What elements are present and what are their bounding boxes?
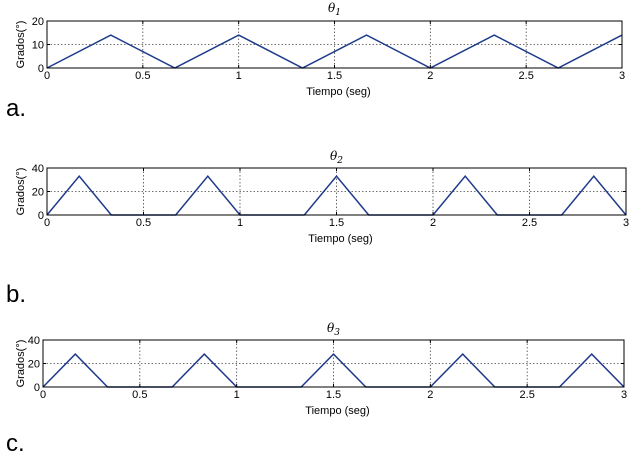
x-tick-label: 1 bbox=[234, 389, 240, 401]
y-tick-label: 20 bbox=[32, 16, 44, 28]
panel-label: b. bbox=[6, 281, 26, 308]
x-tick-label: 0 bbox=[44, 70, 50, 82]
x-tick-label: 1.5 bbox=[329, 217, 344, 229]
x-tick-label: 0.5 bbox=[132, 389, 147, 401]
y-axis-label: Grados(°) bbox=[15, 21, 27, 69]
x-axis-label: Tiempo (seg) bbox=[308, 233, 372, 245]
y-tick-label: 40 bbox=[32, 163, 44, 175]
y-tick-label: 40 bbox=[28, 335, 40, 347]
chart-panel: 0 0.5 1 1.5 2 2.5 3 0 20 40 θ2 Tiempo (seg) Grados(°… bbox=[6, 149, 629, 308]
x-tick-label: 2.5 bbox=[522, 217, 537, 229]
x-tick-label: 2.5 bbox=[520, 389, 535, 401]
y-axis-label: Grados(°) bbox=[15, 168, 27, 216]
chart-title: θ3 bbox=[327, 321, 340, 338]
y-tick-label: 20 bbox=[32, 187, 44, 199]
x-tick-label: 1.5 bbox=[327, 70, 342, 82]
panel-label: a. bbox=[6, 95, 26, 122]
x-tick-label: 2.5 bbox=[519, 70, 534, 82]
x-tick-label: 0 bbox=[40, 389, 46, 401]
x-tick-label: 0.5 bbox=[135, 70, 150, 82]
x-tick-label: 3 bbox=[623, 217, 629, 229]
x-tick-label: 1 bbox=[236, 70, 242, 82]
x-tick-label: 2 bbox=[427, 389, 433, 401]
y-tick-label: 0 bbox=[38, 63, 44, 75]
chart-panel: 0 0.5 1 1.5 2 2.5 3 0 20 40 θ3 Tiempo (seg) Grados(°… bbox=[6, 321, 627, 457]
x-axis-label: Tiempo (seg) bbox=[305, 405, 369, 417]
y-axis-label: Grados(°) bbox=[15, 340, 27, 388]
x-tick-label: 2 bbox=[430, 217, 436, 229]
x-tick-label: 1 bbox=[237, 217, 243, 229]
y-tick-label: 10 bbox=[32, 40, 44, 52]
chart-title: θ1 bbox=[328, 1, 341, 18]
series-line bbox=[46, 34, 623, 69]
x-tick-label: 3 bbox=[621, 389, 627, 401]
y-tick-label: 20 bbox=[28, 359, 40, 371]
x-tick-label: 2 bbox=[427, 70, 433, 82]
chart-title: θ2 bbox=[330, 149, 343, 166]
y-tick-label: 0 bbox=[38, 210, 44, 222]
x-tick-label: 3 bbox=[619, 70, 625, 82]
chart-panel: 0 0.5 1 1.5 2 2.5 3 0 10 20 θ1 Tiempo (seg) Grados(°… bbox=[6, 1, 625, 122]
x-tick-label: 1.5 bbox=[326, 389, 341, 401]
y-tick-label: 0 bbox=[34, 382, 40, 394]
x-tick-label: 0.5 bbox=[136, 217, 151, 229]
panel-label: c. bbox=[6, 430, 25, 457]
x-axis-label: Tiempo (seg) bbox=[306, 86, 370, 98]
x-tick-label: 0 bbox=[44, 217, 50, 229]
